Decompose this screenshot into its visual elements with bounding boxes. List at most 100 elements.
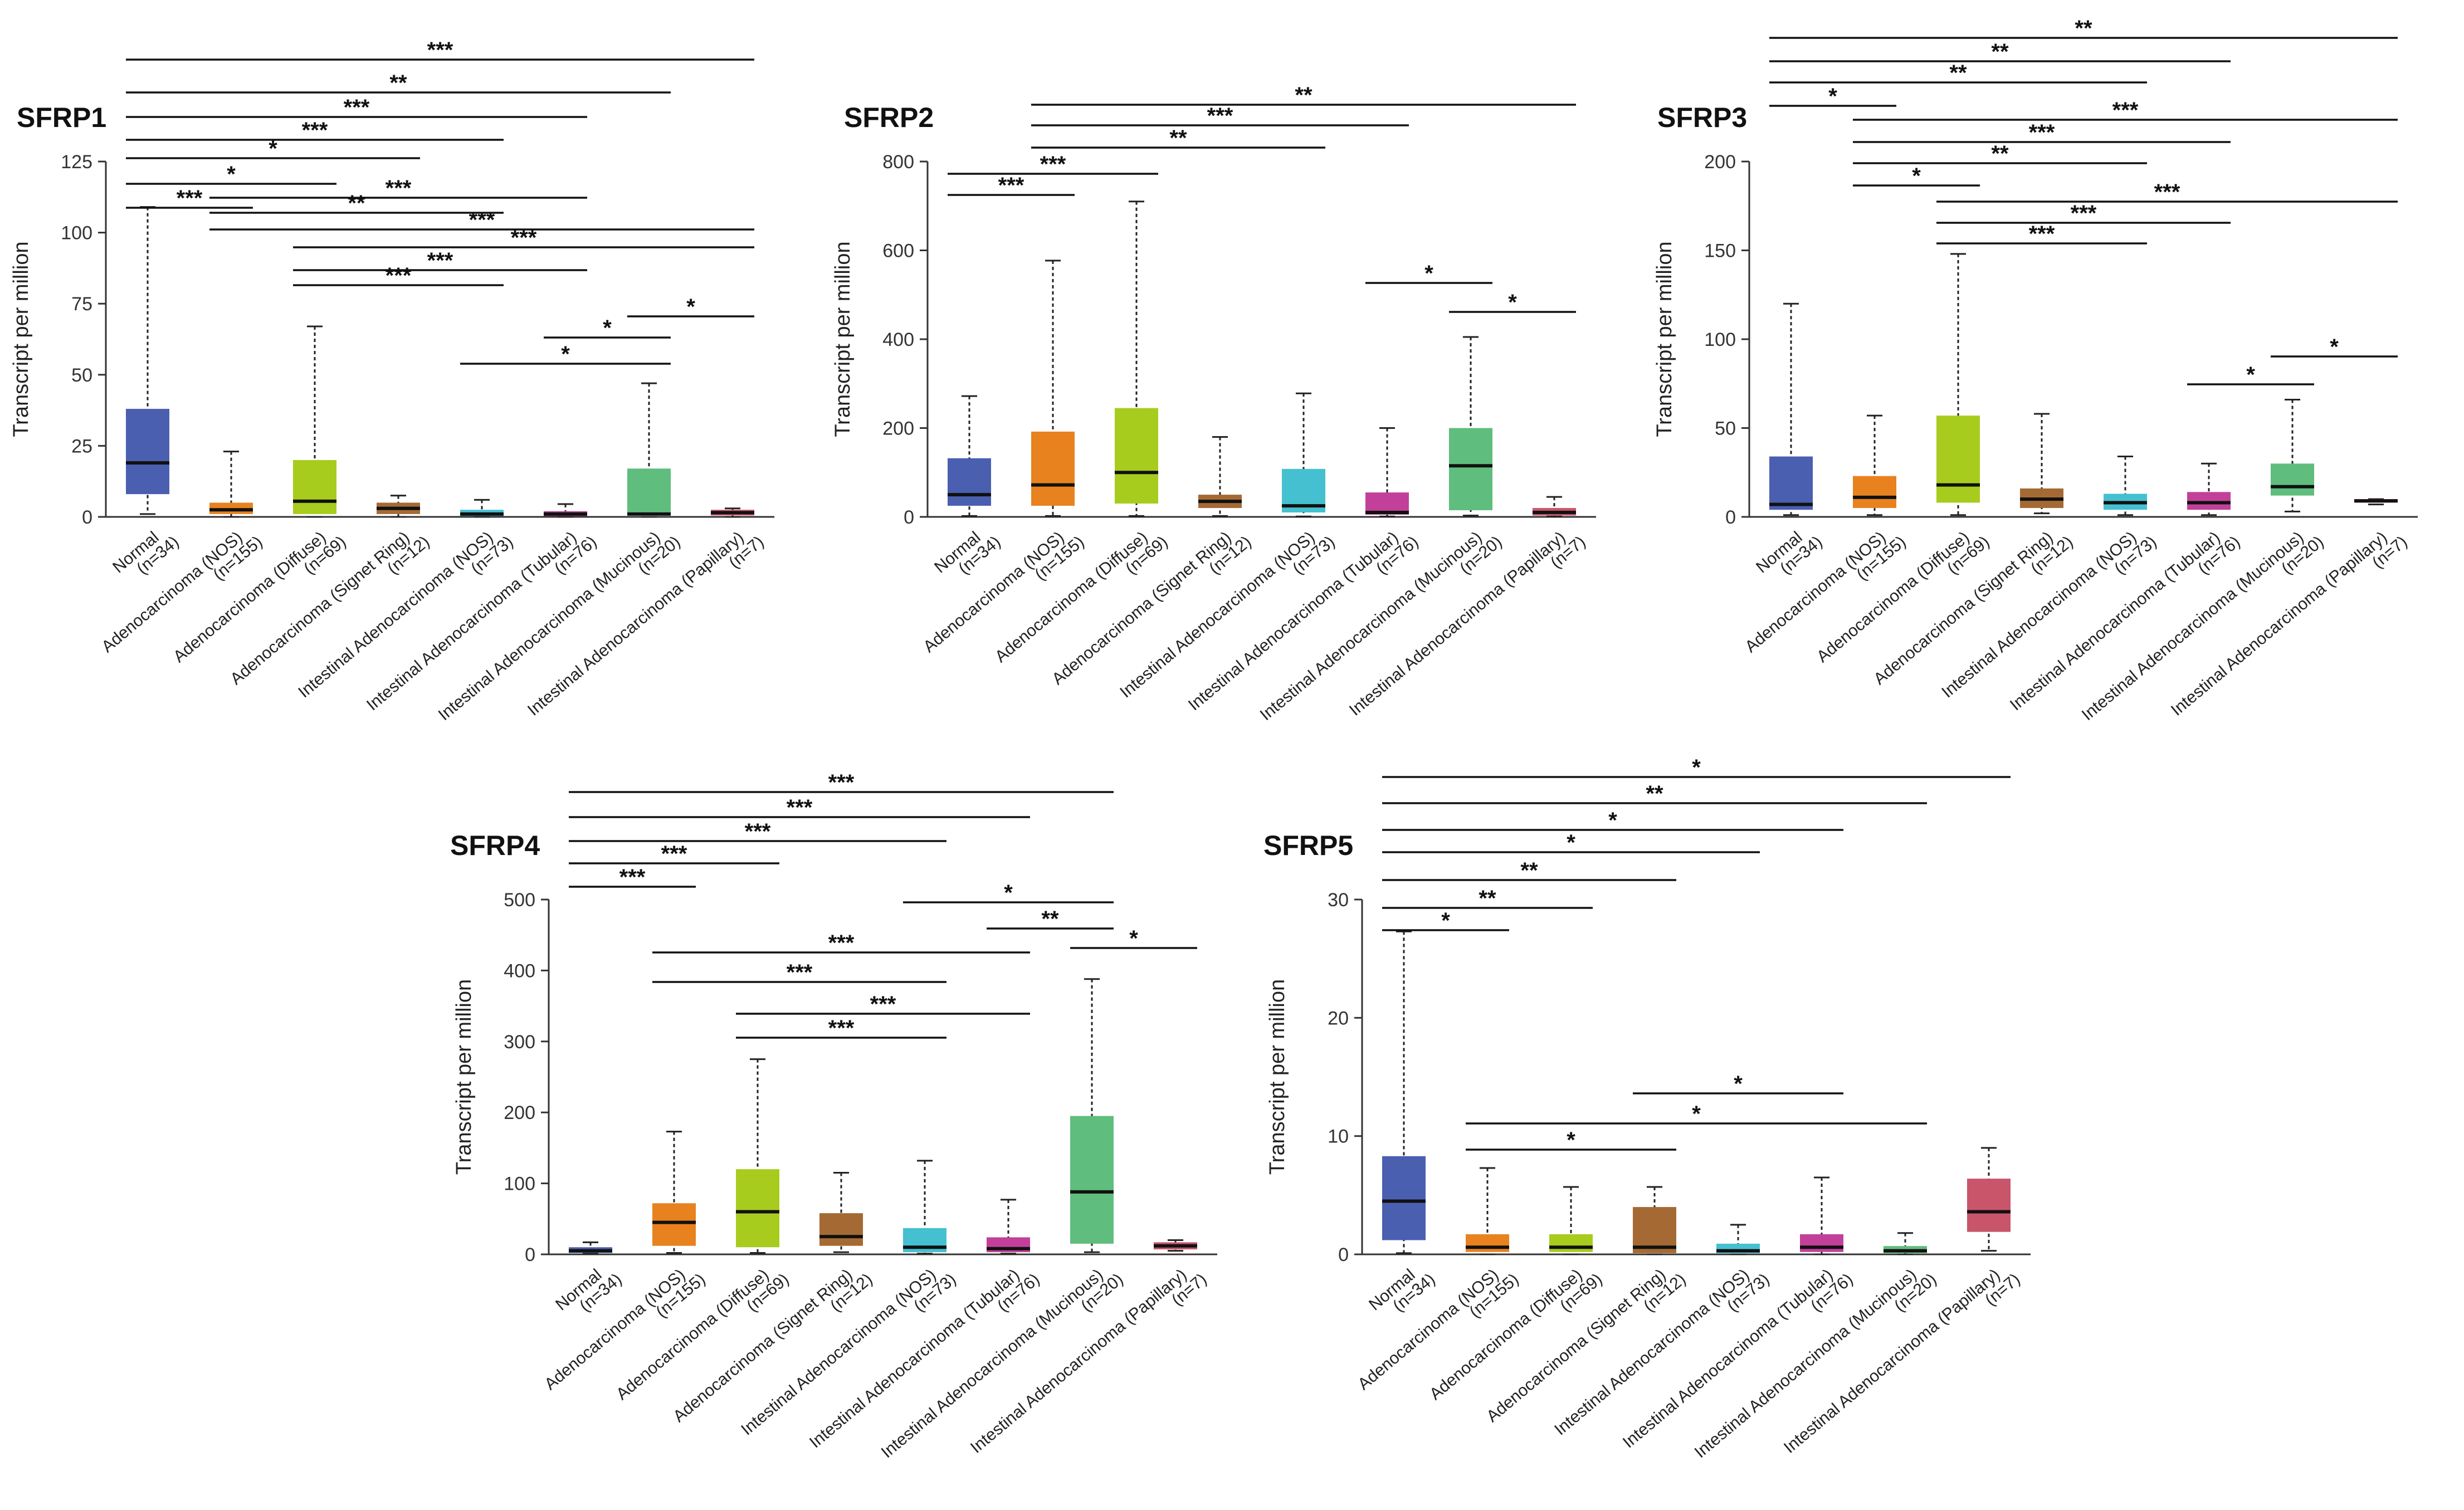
panel-sfrp4: SFRP4 0 100 200 300 400 500 Transcript per mill… <box>450 770 1217 1462</box>
y-axis-label: Transcript per million <box>452 979 476 1175</box>
box-1 <box>1382 1156 1426 1240</box>
box-7 <box>1070 1116 1114 1244</box>
y-tick-label: 0 <box>82 507 92 528</box>
significance-label: *** <box>2029 222 2055 246</box>
box-3 <box>1549 1234 1593 1252</box>
significance-label: ** <box>1479 886 1496 911</box>
significance-label: *** <box>745 819 771 844</box>
y-tick-label: 20 <box>1328 1008 1349 1029</box>
y-tick-label: 50 <box>1715 418 1736 439</box>
y-tick-label: 100 <box>61 223 92 244</box>
significance-label: * <box>2330 335 2339 359</box>
significance-label: * <box>603 316 612 340</box>
significance-label: ** <box>1991 40 2009 64</box>
significance-label: * <box>1567 1128 1575 1152</box>
significance-label: * <box>686 295 695 319</box>
y-tick-label: 30 <box>1328 890 1349 911</box>
y-tick-label: 500 <box>504 890 535 911</box>
significance-label: ** <box>2075 16 2092 41</box>
significance-label: * <box>1508 290 1517 315</box>
box-7 <box>1449 428 1492 511</box>
y-tick-label: 200 <box>504 1102 535 1123</box>
box-3 <box>736 1169 779 1248</box>
box-8 <box>1967 1179 2011 1232</box>
significance-label: *** <box>469 208 495 232</box>
significance-label: *** <box>870 992 896 1017</box>
significance-label: *** <box>302 118 328 143</box>
box-6 <box>1800 1234 1843 1252</box>
significance-label: *** <box>386 176 412 201</box>
significance-label: *** <box>511 226 537 250</box>
significance-label: * <box>227 162 236 187</box>
box-7 <box>627 468 671 516</box>
significance-label: *** <box>386 263 412 288</box>
panel-title: SFRP5 <box>1263 830 1353 861</box>
significance-label: * <box>1608 808 1617 833</box>
significance-label: *** <box>619 865 646 890</box>
box-1 <box>948 458 991 506</box>
y-axis-label: Transcript per million <box>1266 979 1289 1175</box>
significance-label: *** <box>661 842 687 866</box>
significance-label: *** <box>2112 98 2139 123</box>
box-7 <box>2271 463 2314 496</box>
significance-label: *** <box>828 1016 855 1040</box>
significance-label: ** <box>1295 83 1312 107</box>
significance-label: *** <box>1040 152 1066 177</box>
significance-label: * <box>269 136 277 161</box>
significance-label: * <box>1424 261 1433 286</box>
significance-label: ** <box>1646 781 1663 806</box>
panel-title: SFRP1 <box>17 102 106 133</box>
significance-label: *** <box>427 248 453 273</box>
y-tick-label: 600 <box>882 241 914 262</box>
y-tick-label: 0 <box>525 1244 535 1265</box>
significance-label: * <box>1734 1072 1743 1096</box>
significance-label: *** <box>1207 104 1233 128</box>
significance-label: * <box>1828 84 1837 109</box>
box-2 <box>1031 431 1075 506</box>
y-tick-label: 50 <box>71 365 92 386</box>
significance-label: * <box>1912 164 1921 188</box>
box-1 <box>126 409 169 495</box>
panel-title: SFRP3 <box>1657 102 1747 133</box>
y-tick-label: 200 <box>882 418 914 439</box>
y-tick-label: 300 <box>504 1032 535 1053</box>
y-tick-label: 0 <box>1725 507 1736 528</box>
box-1 <box>1769 456 1813 510</box>
significance-label: ** <box>1169 126 1187 150</box>
box-4 <box>1633 1207 1676 1253</box>
significance-label: * <box>1692 1102 1701 1126</box>
significance-label: * <box>1004 881 1013 905</box>
significance-label: *** <box>2071 201 2097 226</box>
panel-title: SFRP4 <box>450 830 540 861</box>
box-2 <box>1853 476 1896 509</box>
significance-label: ** <box>1949 61 1967 85</box>
significance-label: *** <box>2154 180 2180 204</box>
significance-label: * <box>1441 908 1450 933</box>
significance-label: *** <box>828 931 855 955</box>
box-6 <box>2187 492 2231 510</box>
significance-label: * <box>2246 363 2255 387</box>
significance-label: * <box>1129 926 1138 951</box>
y-tick-label: 400 <box>882 329 914 350</box>
significance-label: *** <box>787 960 813 985</box>
y-tick-label: 25 <box>71 436 92 457</box>
panel-sfrp1: SFRP1 0 25 50 75 100 125 Transcript per million… <box>9 38 774 724</box>
box-3 <box>1936 416 1980 503</box>
significance-label: * <box>561 342 570 366</box>
y-tick-label: 150 <box>1704 241 1736 262</box>
box-3 <box>293 460 336 514</box>
y-axis-label: Transcript per million <box>831 241 855 437</box>
box-2 <box>1466 1234 1509 1252</box>
significance-label: *** <box>787 795 813 820</box>
box-4 <box>819 1213 863 1246</box>
significance-label: ** <box>389 71 407 95</box>
y-tick-label: 100 <box>504 1174 535 1195</box>
significance-label: * <box>1692 755 1701 780</box>
y-tick-label: 800 <box>882 152 914 173</box>
significance-label: *** <box>344 95 370 120</box>
significance-label: *** <box>177 186 203 211</box>
significance-label: *** <box>2029 120 2055 145</box>
y-axis-label: Transcript per million <box>1653 241 1676 437</box>
